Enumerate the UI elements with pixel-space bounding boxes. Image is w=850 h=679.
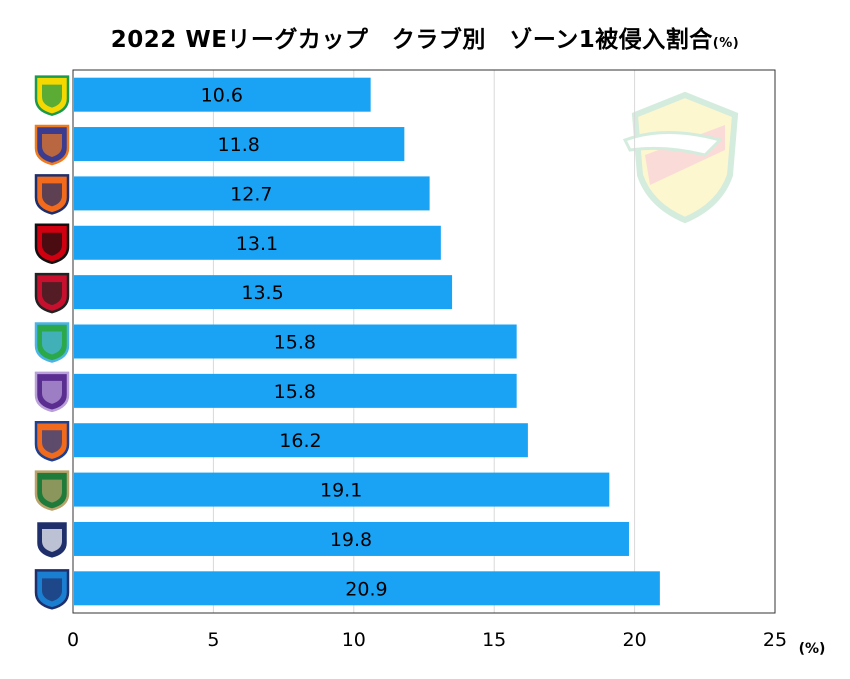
sanfrecce-hiroshima-logo bbox=[34, 371, 70, 413]
data-label: 12.7 bbox=[230, 183, 272, 205]
data-label: 19.8 bbox=[330, 529, 372, 551]
logo-inner bbox=[42, 380, 62, 404]
logo-inner bbox=[42, 183, 62, 207]
data-label: 13.1 bbox=[236, 233, 278, 255]
bar bbox=[74, 225, 441, 260]
watermark-stripe bbox=[645, 125, 725, 185]
logo-inner bbox=[42, 134, 62, 158]
x-axis-label: (%) bbox=[799, 641, 826, 657]
logo-inner bbox=[42, 331, 62, 355]
bar bbox=[74, 472, 610, 507]
x-tick-label: 0 bbox=[67, 629, 79, 651]
logo-inner bbox=[42, 528, 62, 552]
logo-inner bbox=[42, 578, 62, 602]
x-tick-label: 10 bbox=[342, 629, 366, 651]
bar bbox=[74, 176, 430, 211]
nojima-stella-logo bbox=[34, 519, 70, 561]
data-label: 13.5 bbox=[241, 282, 283, 304]
logo-inner bbox=[42, 282, 62, 306]
plot-frame bbox=[72, 69, 776, 614]
data-label: 19.1 bbox=[320, 480, 362, 502]
omiya-ardija-logo bbox=[34, 174, 70, 215]
title-unit: (%) bbox=[712, 36, 740, 51]
logo-inner bbox=[42, 479, 62, 503]
x-tick-label: 20 bbox=[623, 629, 647, 651]
x-tick-label: 5 bbox=[207, 629, 219, 651]
inac-kobe-logo bbox=[34, 272, 70, 314]
bar bbox=[74, 423, 528, 458]
mynavi-sendai-logo bbox=[34, 322, 70, 363]
watermark-logo bbox=[622, 91, 739, 224]
logo-inner bbox=[42, 430, 62, 454]
x-tick-label: 15 bbox=[482, 629, 506, 651]
bar bbox=[74, 373, 517, 408]
title-text: 2022 WEリーグカップ クラブ別 ゾーン1被侵入割合 bbox=[110, 27, 713, 53]
jef-chiba-logo bbox=[34, 75, 70, 116]
elfen-saitama-logo bbox=[34, 569, 70, 610]
data-label: 11.8 bbox=[218, 134, 260, 156]
chart-title: 2022 WEリーグカップ クラブ別 ゾーン1被侵入割合(%) bbox=[0, 20, 850, 54]
data-label: 20.9 bbox=[345, 578, 387, 600]
data-label: 15.8 bbox=[274, 381, 316, 403]
bar bbox=[74, 324, 517, 359]
tokyo-verdy-beleza-logo bbox=[34, 470, 70, 511]
data-label: 15.8 bbox=[274, 332, 316, 354]
logo-inner bbox=[42, 84, 62, 108]
watermark-shield bbox=[631, 91, 739, 224]
albirex-niigata-logo bbox=[34, 420, 70, 462]
ac-nagano-parceiro-logo bbox=[34, 124, 70, 166]
bar bbox=[74, 571, 660, 606]
x-tick-label: 25 bbox=[763, 629, 787, 651]
urawa-reds-logo bbox=[34, 223, 70, 265]
bar bbox=[74, 275, 453, 310]
bar bbox=[74, 521, 629, 556]
bar bbox=[74, 127, 405, 162]
watermark-bird bbox=[622, 131, 723, 157]
data-label: 10.6 bbox=[201, 85, 243, 107]
data-label: 16.2 bbox=[279, 430, 321, 452]
bar bbox=[74, 77, 371, 112]
logo-inner bbox=[42, 232, 62, 256]
